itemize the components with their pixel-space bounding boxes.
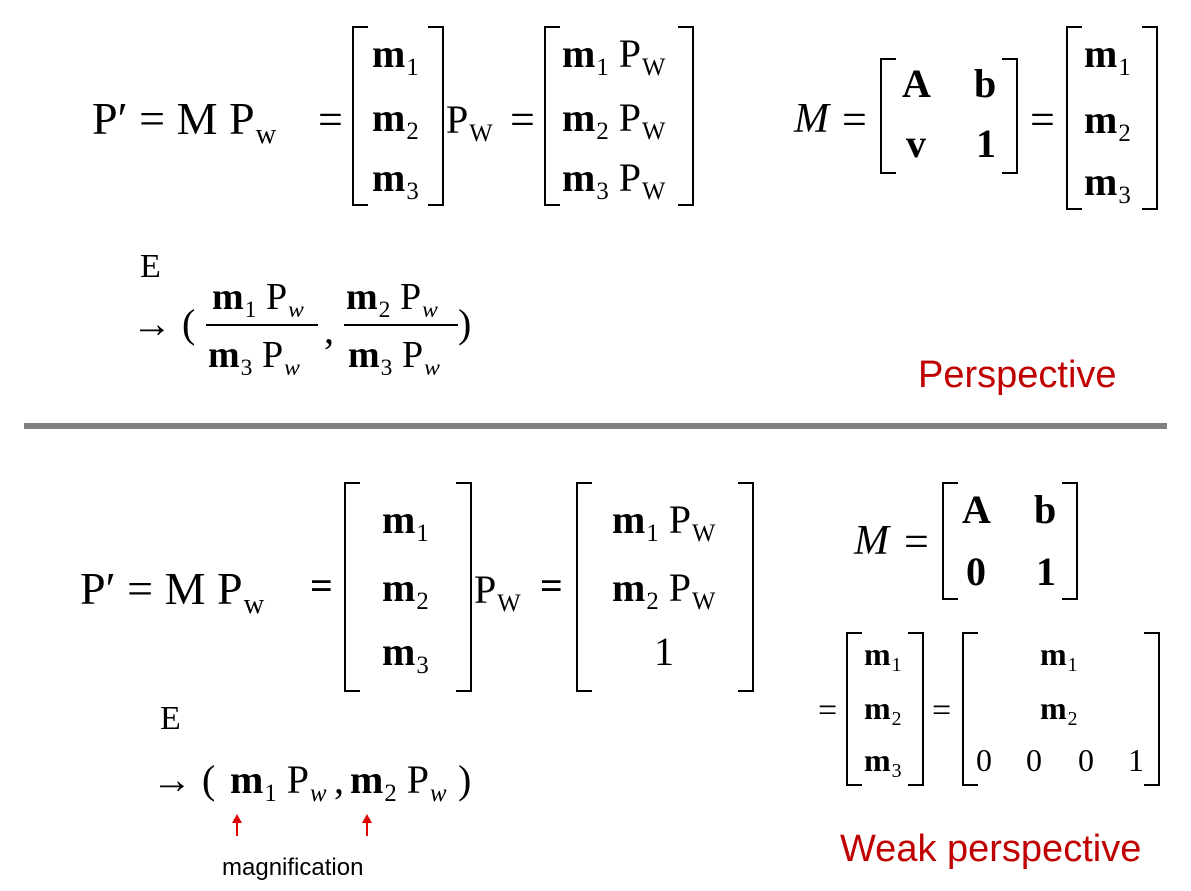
bottom-M-eq: = <box>904 517 929 566</box>
bottom-m-bracket-left <box>344 482 360 692</box>
top-mp-bracket-left <box>544 26 560 206</box>
bottom-Ab-bracket-left <box>942 482 958 600</box>
top-m-row-1: m1 <box>372 31 419 81</box>
magnification-arrow-2-head <box>362 814 372 823</box>
bottom-Ab-bracket-right <box>1062 482 1078 600</box>
bottom-m-row-1: m1 <box>382 497 429 547</box>
top-eq-2: = <box>510 95 535 144</box>
top-frac2-num: m2 Pw <box>346 276 438 323</box>
bottom-proj-m2: m2 Pw <box>350 757 447 807</box>
section-divider <box>24 423 1167 429</box>
bottom-b: b <box>1034 487 1057 532</box>
bottom-pw: PW <box>474 567 521 617</box>
top-m2-row-2: m2 <box>1084 97 1131 147</box>
bottom-m3-row-1: m1 <box>864 636 902 677</box>
top-m2-row-3: m3 <box>1084 159 1131 209</box>
top-mp-row-3: m3 PW <box>562 155 666 205</box>
top-arrow: → ( <box>132 301 196 346</box>
bottom-mp-row-1: m1 PW <box>612 497 716 547</box>
bottom-mfull-bracket-right <box>1144 632 1160 786</box>
top-E: E <box>140 248 161 285</box>
perspective-caption: Perspective <box>918 354 1117 396</box>
bottom-A: A <box>962 487 991 532</box>
top-m-row-3: m3 <box>372 155 419 205</box>
top-m-bracket-left <box>352 26 368 206</box>
magnification-arrow-1 <box>236 822 238 836</box>
bottom-mfull-row-3-c2: 0 <box>1026 742 1042 778</box>
magnification-label: magnification <box>222 854 364 881</box>
top-v: v <box>906 121 926 166</box>
bottom-eq-2: = <box>540 563 563 608</box>
bottom-mfull-row-3-c3: 0 <box>1078 742 1094 778</box>
top-frac2-line <box>344 324 458 326</box>
weak-perspective-caption: Weak perspective <box>840 828 1142 870</box>
bottom-close-paren: ) <box>458 757 472 802</box>
bottom-mfull-row-3-c1: 0 <box>976 742 992 778</box>
top-frac2-den: m3 Pw <box>348 334 440 381</box>
bottom-m3-row-3: m3 <box>864 742 902 783</box>
top-m2-bracket-left <box>1066 26 1082 210</box>
top-mp-row-2: m2 PW <box>562 95 666 145</box>
bottom-comma: , <box>334 757 344 802</box>
bottom-eq-1: = <box>310 563 333 608</box>
top-b: b <box>974 61 997 106</box>
bottom-lhs: P′ = M Pw <box>80 563 265 621</box>
magnification-arrow-2 <box>366 822 368 836</box>
bottom-m-row-2: m2 <box>382 565 429 615</box>
bottom-m-bracket-right <box>456 482 472 692</box>
top-M-eq: = <box>842 95 867 144</box>
top-comma: , <box>324 307 334 352</box>
bottom-m-row-3: m3 <box>382 629 429 679</box>
bottom-mp-row-2: m2 PW <box>612 565 716 615</box>
top-mp-row-1: m1 PW <box>562 31 666 81</box>
top-frac1-line <box>206 324 318 326</box>
bottom-m3-bracket-right <box>908 632 924 786</box>
top-Ab-bracket-left <box>880 58 896 174</box>
bottom-m3-bracket-left <box>846 632 862 786</box>
bottom-eq-4: = <box>818 692 838 729</box>
bottom-mfull-row-3-c4: 1 <box>1128 742 1144 778</box>
top-one: 1 <box>976 121 996 166</box>
bottom-eq-5: = <box>932 692 952 729</box>
bottom-mp-bracket-left <box>576 482 592 692</box>
bottom-proj-m1: m1 Pw <box>230 757 327 807</box>
top-eq-1: = <box>318 95 343 144</box>
bottom-arrow: → ( <box>152 757 216 802</box>
top-eq-3: = <box>1030 95 1055 144</box>
bottom-mfull-row-1: m1 <box>1040 636 1078 677</box>
bottom-E: E <box>160 700 181 737</box>
top-m-row-2: m2 <box>372 95 419 145</box>
bottom-mfull-bracket-left <box>962 632 978 786</box>
top-m2-row-1: m1 <box>1084 31 1131 81</box>
magnification-arrow-1-head <box>232 814 242 823</box>
bottom-mp-bracket-right <box>738 482 754 692</box>
top-A: A <box>902 61 931 106</box>
top-mp-bracket-right <box>678 26 694 206</box>
top-Ab-bracket-right <box>1002 58 1018 174</box>
top-pw: PW <box>446 97 493 147</box>
top-m-bracket-right <box>428 26 444 206</box>
bottom-zero: 0 <box>966 549 986 594</box>
top-m2-bracket-right <box>1142 26 1158 210</box>
bottom-m3-row-2: m2 <box>864 690 902 731</box>
bottom-mp-row-3: 1 <box>654 629 674 674</box>
top-frac1-den: m3 Pw <box>208 334 300 381</box>
top-close-paren: ) <box>458 301 472 346</box>
top-frac1-num: m1 Pw <box>212 276 304 323</box>
bottom-one: 1 <box>1036 549 1056 594</box>
top-M-label: M <box>794 96 829 142</box>
top-lhs: P′ = M Pw <box>92 93 277 151</box>
bottom-M-label: M <box>854 518 889 564</box>
bottom-mfull-row-2: m2 <box>1040 690 1078 731</box>
